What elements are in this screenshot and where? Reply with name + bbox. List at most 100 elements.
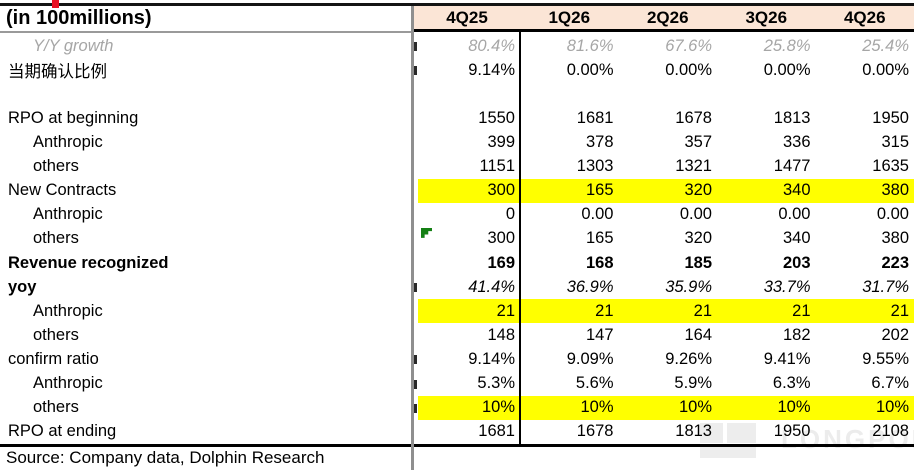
value-cell[interactable]: 300 [487, 229, 515, 248]
source-note[interactable]: Source: Company data, Dolphin Research [6, 448, 325, 467]
value-cell[interactable]: 9.09% [566, 349, 614, 368]
value-cell[interactable]: 1681 [576, 108, 614, 127]
value-cell[interactable]: 5.6% [575, 374, 614, 393]
value-cell[interactable]: 21 [496, 301, 515, 320]
value-cell[interactable]: 9.14% [468, 349, 515, 368]
value-cell[interactable]: 147 [585, 325, 614, 344]
value-cell[interactable]: 1950 [773, 422, 811, 441]
column-header[interactable]: 1Q26 [548, 7, 591, 27]
column-header[interactable]: 3Q26 [745, 7, 788, 27]
value-cell[interactable]: 31.7% [862, 277, 909, 296]
value-cell[interactable]: 223 [881, 253, 909, 272]
value-cell[interactable]: 182 [782, 325, 811, 344]
column-header[interactable]: 4Q26 [843, 7, 886, 27]
value-cell[interactable]: 1678 [576, 422, 614, 441]
value-cell[interactable]: 315 [881, 132, 909, 151]
row-label[interactable]: Y/Y growth [33, 36, 114, 55]
value-cell[interactable]: 0.00 [581, 205, 614, 224]
value-cell[interactable]: 165 [585, 229, 614, 248]
value-cell[interactable]: 0.00 [876, 205, 909, 224]
value-cell[interactable]: 380 [881, 181, 909, 200]
row-label[interactable]: RPO at beginning [8, 108, 139, 127]
value-cell[interactable]: 0.00% [862, 60, 909, 79]
value-cell[interactable]: 0.00% [665, 60, 712, 79]
value-cell[interactable]: 1321 [675, 157, 712, 176]
value-cell[interactable]: 378 [585, 132, 614, 151]
value-cell[interactable]: 6.7% [871, 374, 909, 393]
value-cell[interactable]: 164 [684, 325, 712, 344]
value-cell[interactable]: 9.26% [665, 349, 712, 368]
value-cell[interactable]: 10% [777, 398, 811, 417]
row-label[interactable]: others [33, 325, 79, 344]
row-label[interactable]: 当期确认比例 [8, 63, 107, 82]
value-cell[interactable]: 1950 [872, 108, 909, 127]
value-cell[interactable]: 203 [782, 253, 811, 272]
value-cell[interactable]: 9.14% [468, 60, 515, 79]
value-cell[interactable]: 1303 [576, 157, 614, 176]
value-cell[interactable]: 380 [881, 229, 909, 248]
value-cell[interactable]: 5.9% [674, 374, 712, 393]
value-cell[interactable]: 0 [505, 205, 515, 224]
value-cell[interactable]: 0.00% [763, 60, 811, 79]
value-cell[interactable]: 169 [487, 253, 515, 272]
row-label[interactable]: Anthropic [33, 301, 103, 320]
column-header[interactable]: 2Q26 [646, 7, 689, 27]
value-cell[interactable]: 67.6% [665, 36, 712, 55]
value-cell[interactable]: 399 [487, 132, 515, 151]
value-cell[interactable]: 1681 [478, 422, 515, 441]
value-cell[interactable]: 202 [881, 325, 909, 344]
value-cell[interactable]: 9.41% [763, 349, 811, 368]
row-label[interactable]: others [33, 157, 79, 176]
value-cell[interactable]: 148 [487, 325, 515, 344]
value-cell[interactable]: 5.3% [477, 374, 515, 393]
row-label[interactable]: others [33, 398, 79, 417]
value-cell[interactable]: 1813 [773, 108, 811, 127]
value-cell[interactable]: 336 [782, 132, 811, 151]
row-label[interactable]: yoy [8, 277, 37, 296]
row-label[interactable]: Revenue recognized [8, 253, 169, 272]
value-cell[interactable]: 25.8% [763, 36, 811, 55]
row-label[interactable]: Anthropic [33, 205, 103, 224]
value-cell[interactable]: 10% [580, 398, 614, 417]
row-label[interactable]: others [33, 229, 79, 248]
value-cell[interactable]: 0.00 [778, 205, 811, 224]
value-cell[interactable]: 2108 [872, 422, 909, 441]
value-cell[interactable]: 0.00% [566, 60, 614, 79]
row-label[interactable]: Anthropic [33, 374, 103, 393]
row-label[interactable]: confirm ratio [8, 349, 99, 368]
row-label[interactable]: New Contracts [8, 181, 117, 200]
value-cell[interactable]: 36.9% [566, 277, 614, 296]
value-cell[interactable]: 1477 [773, 157, 811, 176]
value-cell[interactable]: 320 [684, 229, 712, 248]
value-cell[interactable]: 6.3% [772, 374, 811, 393]
row-label[interactable]: RPO at ending [8, 422, 117, 441]
value-cell[interactable]: 185 [684, 253, 712, 272]
value-cell[interactable]: 33.7% [763, 277, 811, 296]
value-cell[interactable]: 1550 [478, 108, 515, 127]
value-cell[interactable]: 10% [481, 398, 515, 417]
value-cell[interactable]: 35.9% [665, 277, 712, 296]
value-cell[interactable]: 320 [684, 181, 712, 200]
value-cell[interactable]: 1678 [675, 108, 712, 127]
value-cell[interactable]: 340 [782, 181, 811, 200]
value-cell[interactable]: 81.6% [566, 36, 614, 55]
value-cell[interactable]: 1151 [479, 157, 515, 176]
value-cell[interactable]: 357 [684, 132, 712, 151]
value-cell[interactable]: 9.55% [862, 349, 909, 368]
value-cell[interactable]: 10% [678, 398, 712, 417]
value-cell[interactable]: 340 [782, 229, 811, 248]
value-cell[interactable]: 300 [487, 181, 515, 200]
value-cell[interactable]: 165 [585, 181, 614, 200]
value-cell[interactable]: 1813 [675, 422, 712, 441]
row-label[interactable]: Anthropic [33, 132, 103, 151]
value-cell[interactable]: 21 [890, 301, 909, 320]
value-cell[interactable]: 1635 [872, 157, 909, 176]
value-cell[interactable]: 21 [693, 301, 712, 320]
value-cell[interactable]: 21 [595, 301, 614, 320]
value-cell[interactable]: 41.4% [468, 277, 515, 296]
value-cell[interactable]: 21 [792, 301, 811, 320]
value-cell[interactable]: 168 [585, 253, 614, 272]
value-cell[interactable]: 0.00 [679, 205, 712, 224]
value-cell[interactable]: 10% [875, 398, 909, 417]
value-cell[interactable]: 25.4% [862, 36, 909, 55]
